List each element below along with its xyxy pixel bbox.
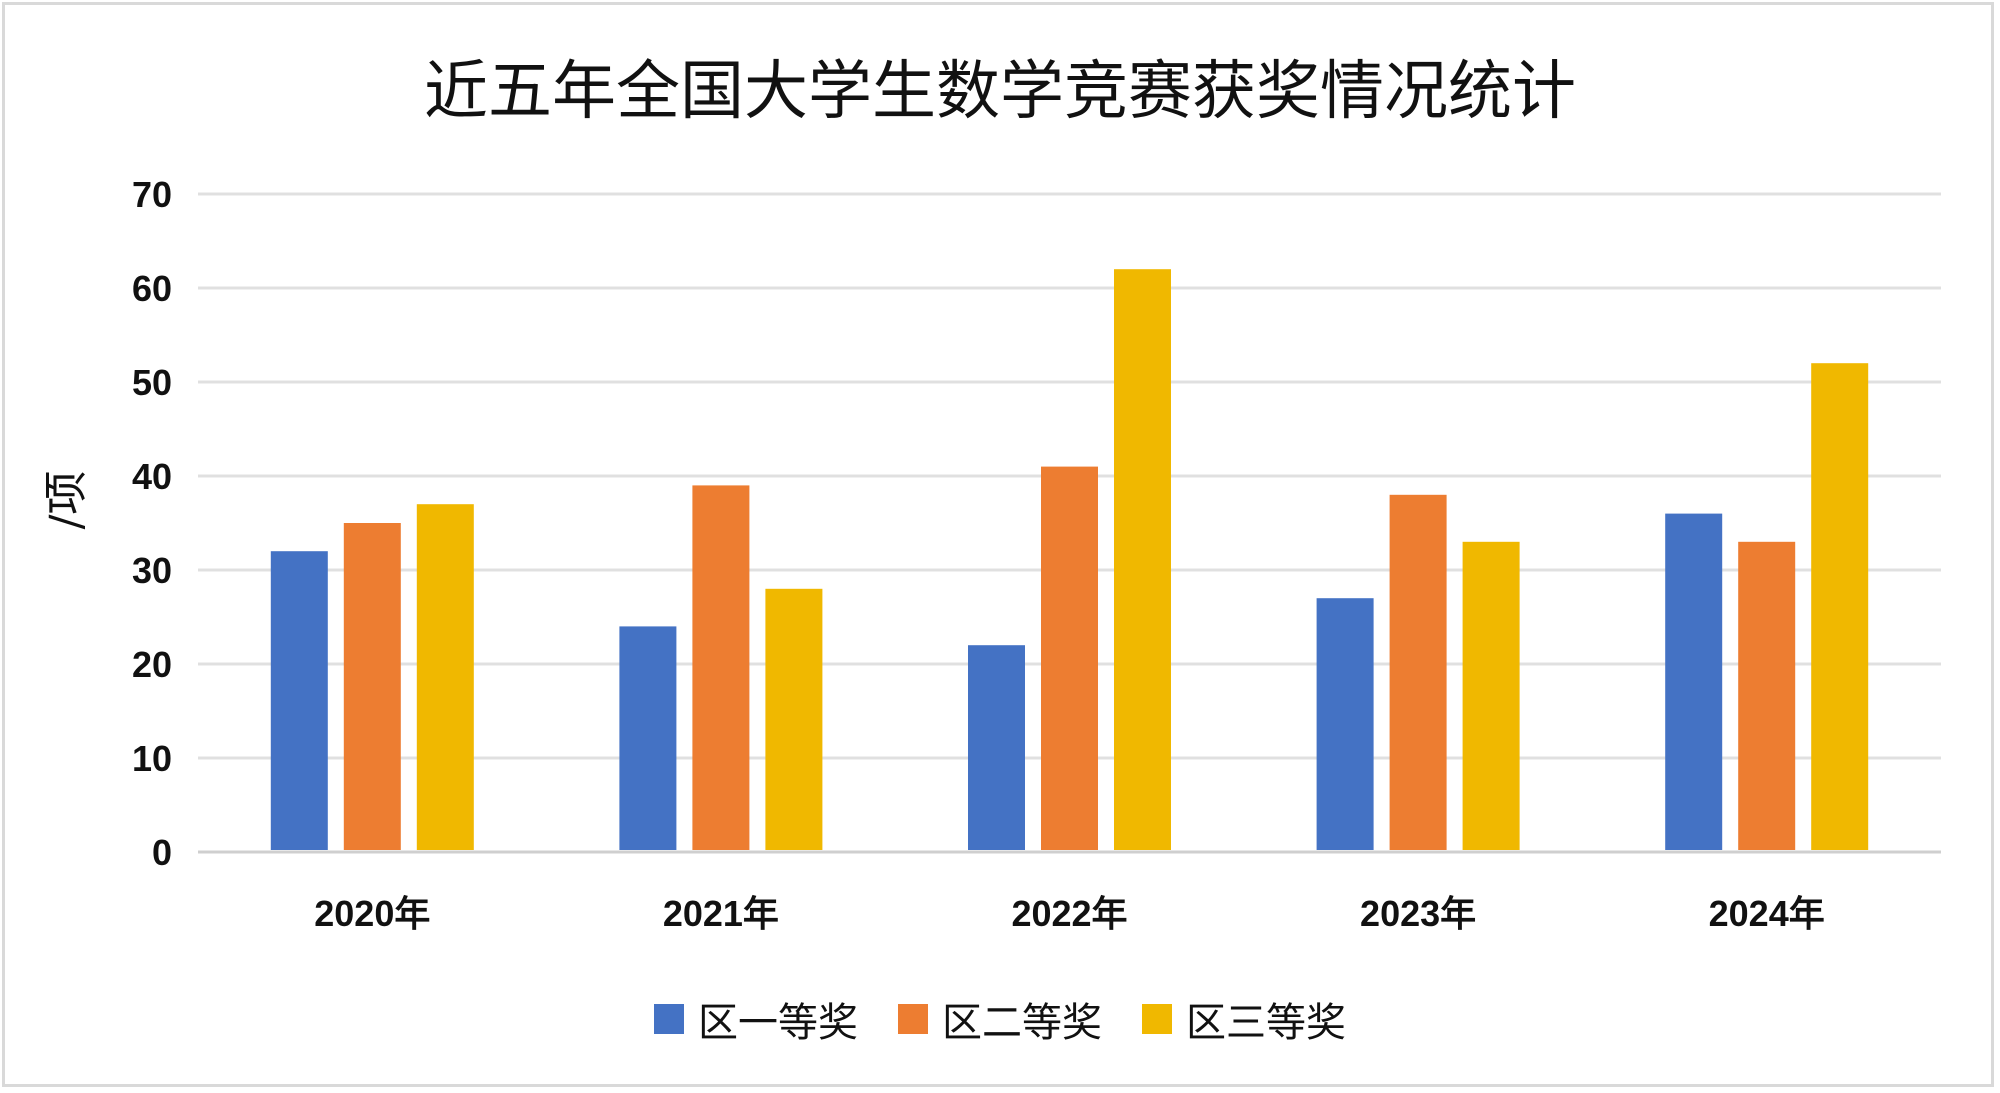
- bar-区二等奖-2023年: [1389, 494, 1447, 850]
- x-tick-label: 2022年: [1011, 893, 1127, 934]
- y-tick-label: 20: [132, 644, 172, 685]
- legend-label: 区二等奖: [942, 1000, 1102, 1046]
- legend-label: 区一等奖: [698, 1000, 858, 1046]
- bar-区二等奖-2024年: [1738, 541, 1796, 850]
- chart-title: 近五年全国大学生数学竞赛获奖情况统计: [424, 55, 1576, 129]
- legend-swatch: [1142, 1004, 1172, 1034]
- y-tick-label: 50: [132, 362, 172, 403]
- legend: 区一等奖 区二等奖 区三等奖: [0, 990, 2000, 1048]
- x-tick-label: 2023年: [1360, 893, 1476, 934]
- legend-swatch: [898, 1004, 928, 1034]
- legend-swatch: [654, 1004, 684, 1034]
- x-tick-label: 2024年: [1709, 893, 1825, 934]
- bar-区三等奖-2021年: [765, 588, 823, 850]
- legend-item: 区一等奖: [654, 990, 858, 1048]
- bar-区二等奖-2022年: [1041, 466, 1098, 850]
- bar-区二等奖-2020年: [343, 523, 401, 850]
- y-tick-label: 60: [132, 268, 172, 309]
- x-tick-label: 2020年: [314, 893, 430, 934]
- bar-区一等奖-2022年: [968, 645, 1025, 850]
- bar-区三等奖-2020年: [416, 504, 474, 850]
- y-tick-label: 10: [132, 738, 172, 779]
- bar-区一等奖-2023年: [1316, 598, 1374, 850]
- legend-item: 区三等奖: [1142, 990, 1346, 1048]
- bar-区一等奖-2020年: [270, 551, 328, 850]
- bar-区三等奖-2024年: [1811, 363, 1869, 850]
- x-tick-label: 2021年: [663, 893, 779, 934]
- bar-区一等奖-2024年: [1665, 513, 1723, 850]
- legend-label: 区三等奖: [1186, 1000, 1346, 1046]
- bar-区三等奖-2023年: [1462, 541, 1520, 850]
- bar-区一等奖-2021年: [619, 626, 677, 850]
- bar-区二等奖-2021年: [692, 485, 750, 850]
- y-tick-label: 70: [132, 174, 172, 215]
- y-tick-label: 30: [132, 550, 172, 591]
- bar-区三等奖-2022年: [1114, 269, 1171, 850]
- y-tick-label: 0: [152, 832, 172, 873]
- legend-item: 区二等奖: [898, 990, 1102, 1048]
- y-tick-label: 40: [132, 456, 172, 497]
